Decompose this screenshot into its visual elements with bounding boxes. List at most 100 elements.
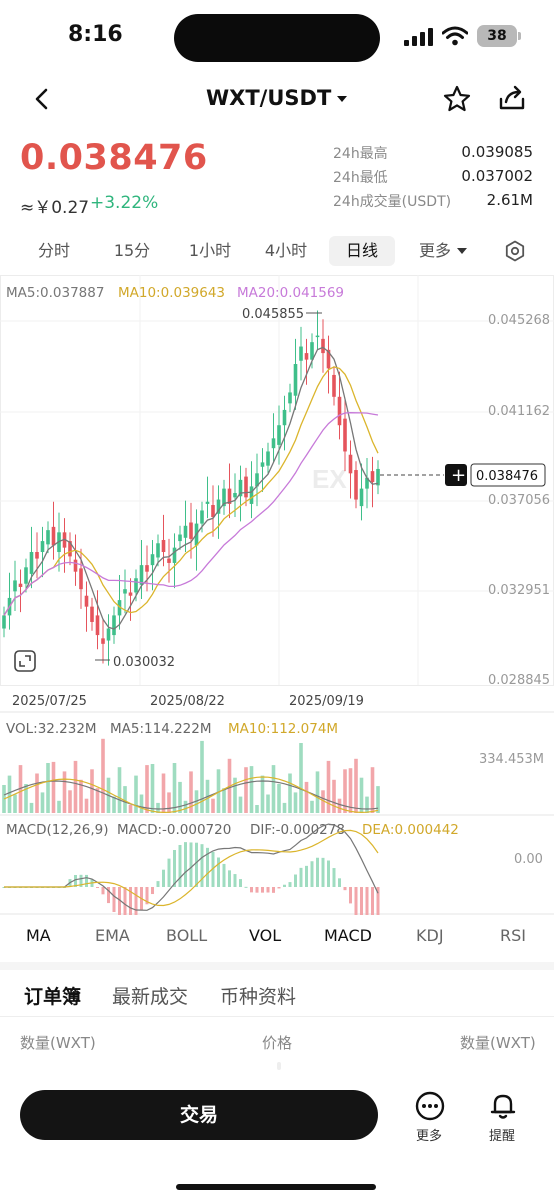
- y-tick: 0.037056: [488, 493, 550, 508]
- indicator-rsi[interactable]: RSI: [500, 926, 526, 945]
- volume-bar: [354, 758, 358, 813]
- candle-body: [101, 638, 105, 644]
- alert-label[interactable]: 提醒: [489, 1129, 516, 1144]
- tab-more[interactable]: 更多: [418, 241, 451, 260]
- x-tick: 2025/09/19: [289, 694, 364, 709]
- macd-bar: [162, 869, 165, 887]
- trade-button[interactable]: 交易: [20, 1090, 378, 1140]
- candle-body: [200, 510, 204, 524]
- indicator-ma[interactable]: MA: [26, 926, 51, 945]
- macd-bar: [228, 870, 231, 887]
- volume-bar: [315, 771, 320, 813]
- candle-body: [249, 486, 254, 504]
- wifi-icon: [442, 26, 468, 46]
- candle-body: [332, 374, 336, 397]
- tab-timeline[interactable]: 分时: [37, 241, 70, 260]
- volume-bar: [24, 784, 28, 813]
- macd-bar: [261, 887, 264, 893]
- candle-body: [238, 479, 243, 497]
- indicator-macd[interactable]: MACD: [324, 926, 372, 945]
- volume-bar: [167, 792, 171, 813]
- tab-coin-info[interactable]: 币种资料: [220, 986, 297, 1008]
- macd-bar: [244, 886, 248, 888]
- indicator-boll[interactable]: BOLL: [166, 926, 208, 945]
- macd-bar: [85, 874, 88, 887]
- candle-body: [68, 541, 72, 557]
- low-annotation: 0.030032: [113, 655, 175, 670]
- vol-max-tick: 334.453M: [479, 752, 544, 767]
- macd-params: MACD(12,26,9): [6, 822, 109, 838]
- nav-bar: WXT/USDT: [0, 76, 554, 124]
- volume-bar: [40, 792, 45, 813]
- bell-icon[interactable]: [487, 1090, 519, 1122]
- caret-down-icon[interactable]: [457, 248, 467, 254]
- stat-value: 0.037002: [461, 167, 533, 185]
- tab-1h[interactable]: 1小时: [188, 241, 232, 260]
- candle-body: [156, 543, 160, 558]
- header-price: 价格: [262, 1034, 293, 1052]
- candle-body: [299, 346, 303, 361]
- price-change-percent: +3.22%: [90, 193, 159, 213]
- tab-orderbook[interactable]: 订单簿: [24, 986, 82, 1008]
- candle-body: [233, 492, 237, 498]
- stat-high: 24h最高 0.039085: [333, 143, 533, 167]
- dif-legend: DIF:-0.000278: [250, 822, 345, 838]
- tab-4h[interactable]: 4小时: [264, 241, 308, 260]
- volume-bar: [68, 790, 72, 813]
- more-label[interactable]: 更多: [416, 1129, 443, 1144]
- volume-bar: [79, 779, 83, 813]
- candle-body: [117, 600, 122, 616]
- volume-bar: [216, 769, 221, 813]
- macd-bar: [299, 867, 303, 887]
- candle-body: [359, 488, 364, 507]
- chart-watermark: EX: [312, 464, 347, 494]
- ma5-line: [3, 346, 379, 630]
- plus-icon[interactable]: +: [451, 465, 466, 486]
- section-divider: [0, 962, 554, 970]
- volume-bar: [277, 784, 281, 813]
- macd-bar: [206, 847, 209, 887]
- share-icon[interactable]: [497, 83, 527, 113]
- volume-bar: [365, 796, 369, 813]
- ticker-stats: 24h最高 0.039085 24h最低 0.037002 24h成交量(USD…: [333, 143, 533, 215]
- volume-bar: [112, 796, 116, 813]
- indicator-kdj[interactable]: KDJ: [416, 926, 444, 945]
- volume-bar: [189, 771, 193, 813]
- macd-bar: [211, 851, 215, 887]
- more-icon[interactable]: [414, 1090, 446, 1122]
- tab-15m[interactable]: 15分: [113, 241, 151, 260]
- macd-bar: [294, 874, 297, 887]
- caret-down-icon[interactable]: [337, 96, 347, 102]
- volume-bar: [260, 775, 265, 813]
- indicator-ema[interactable]: EMA: [95, 926, 130, 945]
- macd-bar: [112, 887, 116, 912]
- stat-label: 24h最低: [333, 170, 388, 186]
- pair-selector[interactable]: WXT/USDT: [206, 86, 332, 110]
- fullscreen-arrows[interactable]: [19, 655, 31, 667]
- favorite-star-icon[interactable]: [442, 84, 472, 114]
- indicator-vol[interactable]: VOL: [249, 926, 282, 945]
- macd-bar: [173, 850, 176, 887]
- volume-bar: [359, 777, 364, 813]
- add-order-button[interactable]: [445, 464, 467, 486]
- ma20-legend: MA20:0.041569: [237, 285, 344, 301]
- candle-body: [139, 565, 144, 585]
- macd-zero-tick: 0.00: [514, 852, 543, 867]
- candle-body: [128, 592, 133, 596]
- fullscreen-icon[interactable]: [14, 650, 36, 672]
- y-tick: 0.028845: [488, 673, 550, 688]
- price-chart[interactable]: EX MA5:0.037887 MA10:0.039643 MA20:0.041…: [0, 275, 554, 915]
- chart-settings-icon[interactable]: [503, 239, 527, 263]
- volume-bar: [326, 760, 331, 813]
- volume-bar: [200, 740, 204, 813]
- macd-bar: [233, 874, 237, 887]
- macd-bar: [189, 842, 193, 887]
- back-icon[interactable]: [28, 84, 56, 114]
- y-tick: 0.041162: [488, 404, 550, 419]
- tab-daily[interactable]: 日线: [329, 236, 395, 266]
- candle-body: [315, 335, 320, 338]
- volume-bar: [282, 802, 287, 813]
- macd-bar: [360, 887, 363, 915]
- tab-latest-trades[interactable]: 最新成交: [112, 986, 189, 1008]
- stat-low: 24h最低 0.037002: [333, 167, 533, 191]
